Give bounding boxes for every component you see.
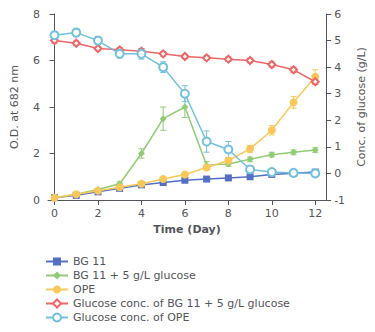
svg-text:2: 2 [334, 114, 341, 127]
svg-text:-1: -1 [334, 194, 345, 207]
svg-text:4: 4 [33, 101, 40, 114]
svg-text:0: 0 [33, 194, 40, 207]
svg-text:8: 8 [225, 207, 232, 220]
svg-text:2: 2 [94, 207, 101, 220]
svg-text:6: 6 [181, 207, 188, 220]
svg-text:0: 0 [334, 167, 341, 180]
svg-text:Glucose conc. of OPE: Glucose conc. of OPE [73, 311, 190, 324]
svg-text:10: 10 [265, 207, 279, 220]
svg-text:6: 6 [33, 54, 40, 67]
svg-text:O.D. at 682 nm: O.D. at 682 nm [8, 65, 21, 149]
svg-text:6: 6 [334, 8, 341, 21]
svg-text:8: 8 [33, 8, 40, 21]
svg-text:Conc. of glucose (g/L): Conc. of glucose (g/L) [355, 47, 368, 167]
svg-text:Time (Day): Time (Day) [153, 223, 220, 236]
svg-text:3: 3 [334, 87, 341, 100]
svg-text:BG 11 + 5 g/L glucose: BG 11 + 5 g/L glucose [73, 269, 196, 282]
svg-text:Glucose conc. of BG 11 + 5 g/L: Glucose conc. of BG 11 + 5 g/L glucose [73, 297, 290, 310]
svg-text:BG 11: BG 11 [73, 255, 106, 268]
svg-text:2: 2 [33, 147, 40, 160]
svg-text:0: 0 [51, 207, 58, 220]
svg-text:4: 4 [138, 207, 145, 220]
svg-text:5: 5 [334, 34, 341, 47]
svg-text:4: 4 [334, 61, 341, 74]
svg-text:1: 1 [334, 140, 341, 153]
svg-text:12: 12 [308, 207, 322, 220]
svg-text:OPE: OPE [73, 283, 95, 296]
